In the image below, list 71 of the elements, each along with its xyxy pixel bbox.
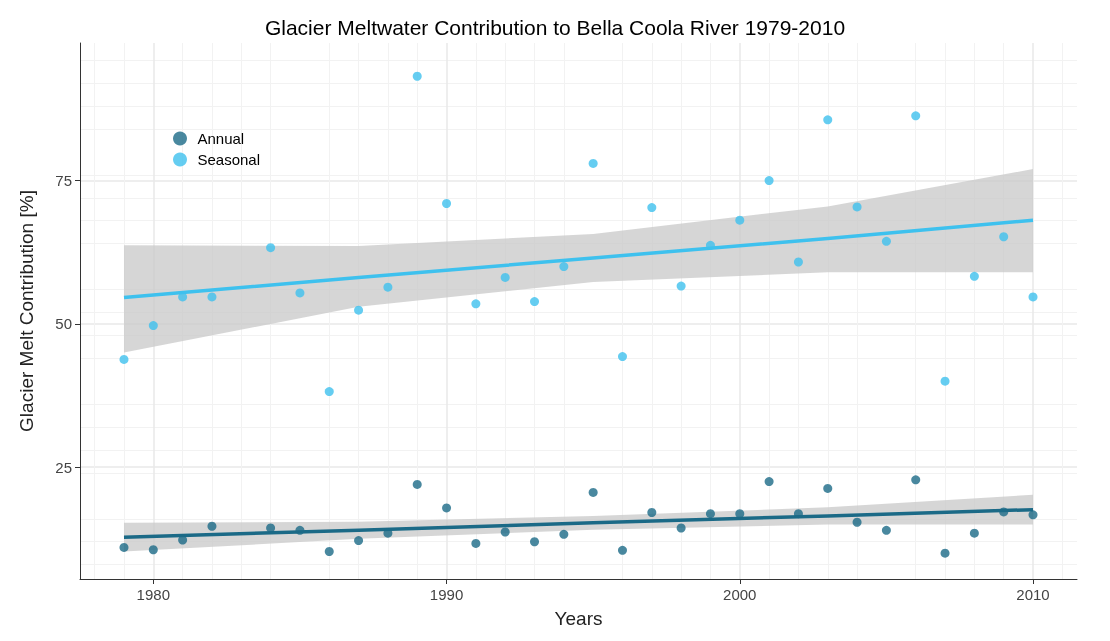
point <box>823 483 833 493</box>
point <box>764 176 774 186</box>
point <box>266 523 276 533</box>
y-tick-label: 50 <box>55 315 72 333</box>
point <box>324 546 334 556</box>
point <box>119 542 129 552</box>
point <box>764 477 774 487</box>
point <box>1028 510 1038 520</box>
point <box>530 537 540 547</box>
point <box>500 272 510 282</box>
point <box>207 292 217 302</box>
point <box>412 479 422 489</box>
point <box>852 202 862 212</box>
legend-label: Seasonal <box>197 151 261 168</box>
point <box>442 503 452 513</box>
point <box>295 288 305 298</box>
point <box>793 509 803 519</box>
point <box>588 487 598 497</box>
point <box>266 243 276 253</box>
point <box>559 262 569 272</box>
point <box>530 297 540 307</box>
x-tick-label: 2000 <box>723 586 757 603</box>
point <box>471 538 481 548</box>
point <box>295 525 305 535</box>
point <box>148 545 158 555</box>
point <box>354 536 364 546</box>
point <box>207 521 217 531</box>
point <box>588 158 598 168</box>
point <box>324 387 334 397</box>
x-axis-title: Years <box>554 608 603 629</box>
point <box>705 240 715 250</box>
point <box>617 352 627 362</box>
point <box>999 232 1009 242</box>
y-tick-label: 25 <box>55 458 72 476</box>
point <box>969 528 979 538</box>
y-axis-title: Glacier Melt Contribution [%] <box>16 190 37 432</box>
point <box>617 545 627 555</box>
point <box>823 115 833 125</box>
point <box>559 529 569 539</box>
point <box>793 257 803 267</box>
y-tick-label: 75 <box>55 172 72 190</box>
point <box>881 236 891 246</box>
chart-title: Glacier Meltwater Contribution to Bella Coola River 1979-2010 <box>264 16 846 39</box>
point <box>911 475 921 485</box>
point <box>676 281 686 291</box>
point <box>119 354 129 364</box>
point <box>969 271 979 281</box>
point <box>705 509 715 519</box>
x-tick-label: 1980 <box>136 586 170 603</box>
point <box>852 517 862 527</box>
point <box>911 111 921 121</box>
point <box>412 71 422 81</box>
point <box>940 548 950 558</box>
point <box>940 376 950 386</box>
point <box>442 199 452 209</box>
point <box>1028 292 1038 302</box>
point <box>500 527 510 537</box>
point <box>471 299 481 309</box>
legend-label: Annual <box>197 130 245 147</box>
line-series <box>122 218 1035 300</box>
point <box>148 321 158 331</box>
x-tick-label: 2010 <box>1016 586 1050 603</box>
point <box>354 305 364 315</box>
point <box>735 215 745 225</box>
x-tick-label: 1990 <box>429 586 464 603</box>
point <box>647 203 657 213</box>
point <box>881 525 891 535</box>
point <box>383 282 393 292</box>
point <box>676 523 686 533</box>
point <box>647 508 657 517</box>
point <box>999 507 1009 517</box>
